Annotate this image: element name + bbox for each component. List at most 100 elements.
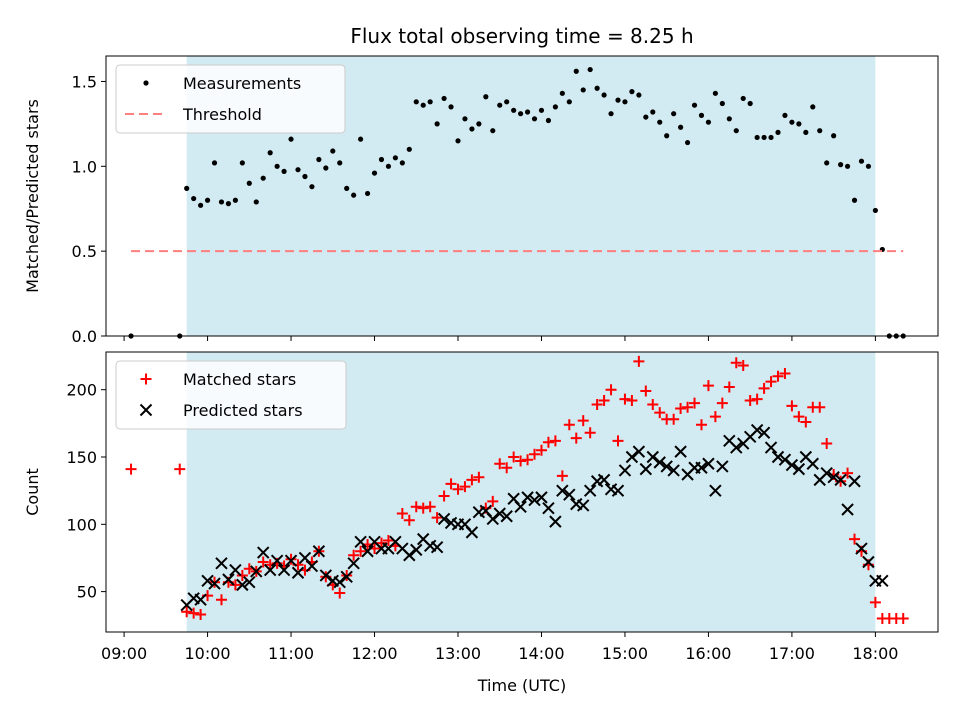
data-point [514,500,527,514]
data-point [500,510,513,523]
y-tick-label: 0.0 [72,327,97,346]
data-point [211,160,218,166]
x-tick-label: 13:00 [435,644,481,663]
data-point [375,537,387,549]
data-point [260,175,266,181]
data-point [563,488,576,501]
data-point [267,150,273,156]
data-point [438,490,450,502]
data-point [647,399,659,410]
data-point [834,473,847,487]
x-axis-label: Time (UTC) [477,676,566,695]
data-point [305,559,319,573]
data-point [726,116,732,122]
x-tick-label: 09:00 [101,644,147,663]
data-point [441,95,447,102]
data-point [605,384,617,396]
data-point [841,503,854,516]
data-point [761,134,767,141]
y-tick-label: 1.5 [72,72,97,91]
data-point [865,163,872,169]
data-point [466,474,478,486]
data-point [640,385,652,397]
data-point [684,139,691,146]
data-point [820,466,833,480]
x-tick-label: 16:00 [685,644,731,663]
data-point [573,68,579,74]
data-point [361,545,374,558]
data-point [222,573,235,586]
data-point [730,441,743,454]
y-tick-label: 1.0 [72,157,97,176]
data-point [392,155,398,161]
data-point [702,457,715,470]
data-point [764,441,778,454]
data-point [396,508,408,520]
data-point [399,160,405,166]
data-point [577,415,589,427]
data-point [570,432,582,444]
data-point [413,99,419,105]
data-point [598,394,610,406]
data-point [250,565,263,578]
data-point [188,607,200,619]
data-point [716,397,728,409]
data-point [549,515,562,528]
data-point [712,90,718,96]
legend-label: Matched stars [183,370,296,389]
data-point [420,102,426,108]
data-point [897,613,909,625]
data-point [319,569,333,582]
data-point [862,555,875,569]
data-point [274,163,280,169]
data-point [831,133,837,139]
data-point [817,128,823,134]
data-point [577,499,590,512]
data-point [355,545,367,557]
data-point [650,109,656,115]
data-point [531,116,538,122]
data-point [465,526,479,539]
data-point [556,484,569,497]
data-point [483,94,489,100]
data-point [800,416,812,428]
legend-marker [139,403,153,417]
data-point [243,575,256,589]
data-point [424,501,436,513]
y-tick-label: 50 [77,583,97,602]
data-point [236,578,249,592]
data-point [563,419,575,431]
data-point [657,119,663,125]
data-point [778,453,792,466]
data-point [737,359,749,371]
data-point [633,355,645,367]
data-point [535,491,548,504]
data-point [281,168,287,174]
data-point [580,87,586,93]
data-point [194,593,207,606]
y-tick-label: 200 [66,381,97,400]
x-axis: Time (UTC) [477,676,566,695]
data-point [765,376,777,388]
data-point [382,534,394,546]
data-point [452,483,464,495]
data-point [664,133,670,139]
data-point [709,484,722,497]
data-point [208,577,221,590]
data-point [821,438,833,450]
x-tick-label: 14:00 [518,644,564,663]
data-point [601,92,607,98]
data-point [437,512,451,526]
data-point [682,401,694,413]
data-point [263,563,277,577]
data-point [744,394,756,406]
data-point [291,566,305,579]
data-point [337,160,343,166]
data-point [612,435,624,447]
data-point [417,502,429,514]
data-point [385,163,392,169]
data-point [473,471,485,483]
data-point [229,579,241,591]
data-point [757,426,771,439]
data-point [643,114,649,120]
